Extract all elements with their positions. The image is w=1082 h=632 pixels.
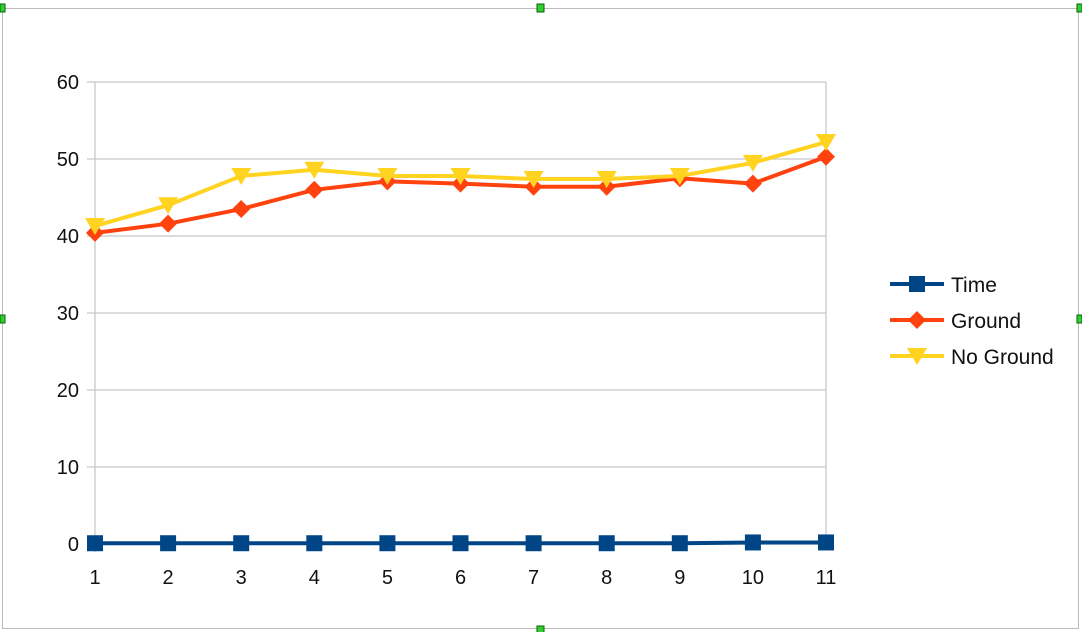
x-tick-label: 4 bbox=[309, 567, 320, 589]
x-tick-label: 10 bbox=[742, 567, 764, 589]
legend-label: Time bbox=[951, 274, 997, 297]
y-tick-label: 20 bbox=[57, 380, 79, 402]
y-tick-label: 10 bbox=[57, 457, 79, 479]
y-tick-label: 40 bbox=[57, 226, 79, 248]
data-point bbox=[377, 167, 398, 185]
x-tick-label: 2 bbox=[163, 567, 174, 589]
legend-label: Ground bbox=[951, 310, 1021, 333]
x-tick-label: 7 bbox=[528, 567, 539, 589]
x-tick-label: 5 bbox=[382, 567, 393, 589]
x-tick-label: 8 bbox=[601, 567, 612, 589]
data-point bbox=[231, 167, 252, 185]
data-point bbox=[306, 535, 323, 552]
data-point bbox=[159, 214, 178, 233]
data-point bbox=[232, 200, 251, 219]
data-point bbox=[158, 197, 179, 215]
x-tick-label: 6 bbox=[455, 567, 466, 589]
data-point bbox=[742, 154, 763, 172]
data-point bbox=[85, 217, 105, 235]
data-point bbox=[818, 534, 834, 551]
data-point bbox=[305, 180, 324, 199]
y-tick-label: 60 bbox=[57, 72, 79, 94]
data-point bbox=[669, 167, 690, 185]
y-tick-label: 30 bbox=[57, 303, 79, 325]
data-point bbox=[598, 535, 615, 552]
x-tick-label: 3 bbox=[236, 567, 247, 589]
x-tick-label: 9 bbox=[674, 567, 685, 589]
y-tick-label: 0 bbox=[68, 534, 79, 556]
legend-marker bbox=[907, 348, 927, 365]
data-point bbox=[87, 535, 103, 552]
data-point bbox=[743, 174, 762, 193]
data-point bbox=[304, 161, 325, 179]
data-point bbox=[379, 535, 396, 552]
legend-marker bbox=[909, 276, 925, 292]
data-point bbox=[671, 535, 688, 552]
data-point bbox=[452, 535, 469, 552]
data-point bbox=[596, 171, 617, 189]
data-point bbox=[525, 535, 542, 552]
data-point bbox=[450, 167, 471, 185]
data-point bbox=[233, 535, 250, 552]
data-point bbox=[523, 171, 544, 189]
x-tick-label: 1 bbox=[89, 567, 100, 589]
x-tick-label: 11 bbox=[816, 567, 837, 589]
data-point bbox=[816, 134, 836, 152]
data-point bbox=[817, 147, 835, 166]
data-point bbox=[160, 535, 177, 552]
data-point bbox=[744, 534, 761, 551]
y-tick-label: 50 bbox=[57, 149, 79, 171]
legend-label: No Ground bbox=[951, 346, 1054, 369]
legend-marker bbox=[908, 311, 926, 329]
